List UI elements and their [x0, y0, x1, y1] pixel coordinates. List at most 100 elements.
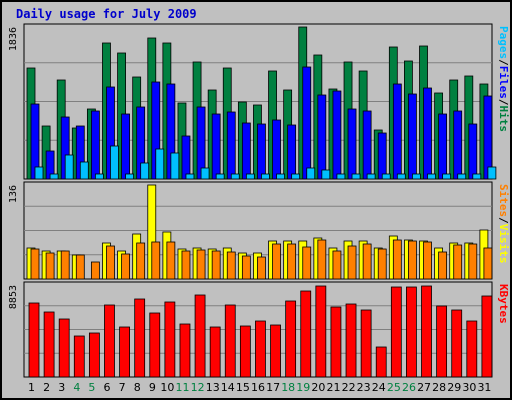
- top_panel-files-bar: [347, 108, 357, 180]
- bot_panel-kbytes-bar: [194, 294, 206, 378]
- mid_panel-sites-bar: [226, 251, 236, 280]
- top_panel-files-bar: [302, 66, 312, 180]
- top_panel-pages-bar: [472, 173, 482, 180]
- top_panel-pages-bar: [306, 167, 316, 180]
- top_panel-files-bar: [392, 83, 402, 180]
- x-tick-label: 12: [191, 381, 205, 394]
- x-tick-label: 14: [221, 381, 235, 394]
- top_panel-files-bar: [317, 94, 327, 180]
- right-label-sites: Sites: [497, 184, 510, 217]
- mid_panel-sites-bar: [392, 239, 402, 280]
- x-tick-label: 21: [326, 381, 340, 394]
- mid_panel-sites-bar: [287, 243, 297, 280]
- top_panel-pages-bar: [125, 173, 134, 180]
- top_panel-pages-bar: [381, 173, 391, 180]
- x-tick-label: 6: [104, 381, 111, 394]
- right-label-visits: Visits: [497, 224, 510, 264]
- bot_panel-kbytes-bar: [43, 311, 55, 378]
- top_panel-pages-bar: [351, 173, 361, 180]
- mid_panel-sites-bar: [45, 252, 55, 280]
- mid_panel-sites-bar: [317, 239, 327, 280]
- top_panel-pages-bar: [427, 173, 436, 180]
- mid_panel-sites-bar: [423, 241, 432, 280]
- bot_panel-kbytes-bar: [421, 285, 432, 378]
- top_panel-pages-bar: [230, 173, 240, 180]
- top_panel-files-bar: [453, 110, 463, 180]
- x-tick-label: 19: [296, 381, 310, 394]
- top_panel-files-bar: [272, 119, 281, 180]
- top_panel-pages-bar: [291, 173, 301, 180]
- mid_panel-sites-bar: [121, 253, 130, 280]
- bot_panel-kbytes-bar: [285, 300, 297, 378]
- x-tick-label: 27: [417, 381, 431, 394]
- x-tick-label: 23: [357, 381, 371, 394]
- top_panel-files-bar: [90, 110, 100, 180]
- chart-title: Daily usage for July 2009: [16, 7, 197, 21]
- mid_panel-sites-bar: [483, 247, 493, 280]
- top_panel-files-bar: [362, 110, 372, 180]
- bot_panel-kbytes-bar: [209, 326, 221, 378]
- bot_panel-kbytes-bar: [28, 302, 40, 378]
- top_panel-pages-bar: [215, 173, 225, 180]
- bot_panel-kbytes-bar: [270, 324, 281, 378]
- mid_panel-sites-bar: [196, 249, 206, 280]
- mid_panel-sites-bar: [60, 250, 70, 280]
- mid_panel-sites-bar: [408, 240, 417, 280]
- x-tick-label: 31: [477, 381, 491, 394]
- top_panel-files-bar: [332, 90, 342, 180]
- top_panel-right-label: Pages/Files/Hits: [497, 26, 510, 132]
- right-label-separator: /: [497, 99, 510, 106]
- top_panel-pages-bar: [170, 152, 180, 180]
- bot_panel-kbytes-bar: [58, 318, 70, 378]
- top_panel-files-bar: [181, 135, 191, 180]
- bot_panel-right-label: KBytes: [497, 284, 510, 324]
- top_panel-pages-bar: [79, 161, 89, 180]
- bot_panel-kbytes-bar: [179, 323, 191, 378]
- mid_panel-sites-bar: [90, 261, 100, 280]
- mid_panel-sites-bar: [241, 255, 251, 280]
- bot_panel-kbytes-bar: [239, 325, 251, 378]
- top_panel-files-bar: [468, 123, 478, 180]
- right-label-hits: Hits: [497, 106, 510, 133]
- bot_panel-kbytes-bar: [134, 298, 146, 378]
- right-label-separator: /: [497, 59, 510, 66]
- top_panel-pages-bar: [245, 173, 255, 180]
- x-tick-label: 8: [134, 381, 141, 394]
- top_panel-pages-bar: [442, 173, 452, 180]
- right-label-separator: /: [497, 217, 510, 224]
- top_panel-files-bar: [121, 113, 130, 180]
- top_panel-files-bar: [377, 132, 387, 180]
- mid_panel-sites-bar: [347, 245, 357, 280]
- bot_panel-kbytes-bar: [436, 305, 448, 378]
- top_panel-pages-bar: [276, 173, 285, 180]
- mid_panel-ymax-label: 136: [8, 185, 19, 203]
- bot_panel-kbytes-bar: [330, 306, 342, 378]
- mid_panel-sites-bar: [151, 241, 161, 280]
- top_panel-pages-bar: [34, 166, 44, 180]
- top_panel-pages-bar: [321, 169, 331, 180]
- bot_panel-kbytes-bar: [345, 303, 357, 378]
- bot_panel-kbytes-bar: [255, 320, 266, 378]
- mid_panel-sites-bar: [106, 245, 115, 280]
- top_panel-files-bar: [408, 93, 417, 180]
- x-tick-label: 7: [119, 381, 126, 394]
- bot_panel-kbytes-bar: [149, 312, 161, 378]
- x-tick-label: 5: [88, 381, 95, 394]
- top_panel-pages-bar: [487, 166, 497, 180]
- x-tick-label: 25: [387, 381, 401, 394]
- x-tick-label: 18: [281, 381, 295, 394]
- bot_panel-kbytes-bar: [224, 304, 236, 378]
- mid_panel-sites-bar: [75, 254, 85, 280]
- bot_panel-kbytes-bar: [481, 295, 493, 378]
- bot_panel-kbytes-bar: [390, 286, 402, 378]
- x-tick-label: 15: [236, 381, 250, 394]
- x-tick-label: 3: [58, 381, 65, 394]
- mid_panel-sites-bar: [453, 244, 463, 280]
- top_panel-pages-bar: [200, 167, 210, 180]
- top_panel-pages-bar: [94, 173, 104, 180]
- top_panel-files-bar: [423, 87, 432, 180]
- bot_panel-kbytes-bar: [360, 309, 372, 378]
- x-tick-label: 29: [447, 381, 461, 394]
